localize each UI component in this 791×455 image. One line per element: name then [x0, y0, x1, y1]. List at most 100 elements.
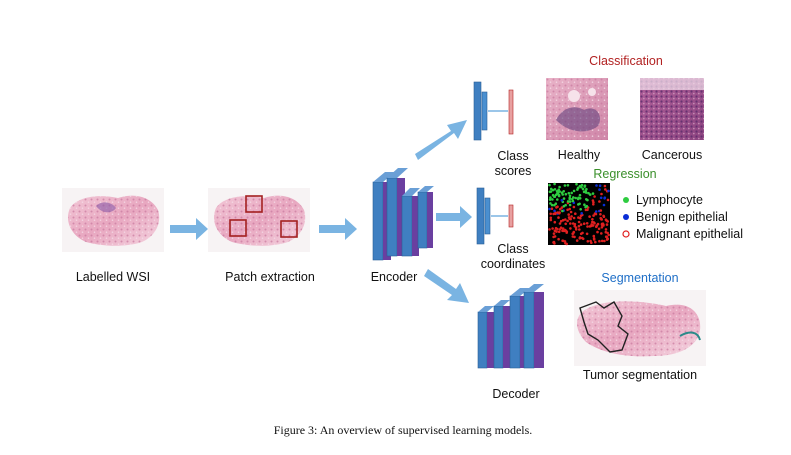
cell-dot — [548, 198, 552, 201]
cell-dot — [561, 227, 565, 230]
cell-dot — [553, 195, 557, 198]
lymphocyte-marker — [623, 197, 629, 203]
cell-dot — [569, 210, 573, 214]
cell-dot — [592, 234, 596, 238]
cell-dot — [602, 203, 606, 207]
arrow-encoder-to-classification — [415, 120, 467, 160]
cell-dot — [557, 237, 560, 241]
cell-dot — [586, 208, 589, 212]
cell-dot — [558, 190, 561, 193]
cell-dot — [551, 227, 554, 230]
cell-dot — [571, 197, 574, 201]
cell-dot — [591, 220, 594, 224]
arrow-wsi-to-patch — [170, 218, 208, 240]
cell-dot — [575, 239, 579, 242]
decoder-block — [477, 284, 544, 369]
class-scores-label-line2: scores — [495, 164, 532, 178]
cell-dot — [579, 223, 583, 226]
cell-dot — [578, 237, 582, 240]
cell-dot — [558, 228, 562, 231]
cell-dot — [556, 205, 559, 208]
tumor-segmentation-label: Tumor segmentation — [583, 368, 697, 382]
cell-dot — [554, 193, 558, 197]
cell-dot — [578, 197, 582, 200]
benign-marker — [623, 214, 629, 220]
decoder-label: Decoder — [492, 387, 539, 401]
cell-dot — [580, 212, 583, 215]
cell-dot — [600, 226, 604, 229]
classification-title: Classification — [589, 54, 663, 68]
cell-dot — [600, 232, 603, 235]
cell-dot — [569, 227, 572, 230]
cell-dot — [594, 210, 598, 213]
cell-dot — [556, 198, 559, 201]
cell-dot — [599, 216, 602, 220]
cell-dot — [604, 218, 608, 221]
cell-dot — [604, 235, 608, 238]
cell-dot — [588, 215, 591, 218]
cell-dot — [562, 197, 566, 200]
cell-dot — [557, 230, 561, 234]
cell-dot — [548, 207, 551, 211]
cell-dot — [599, 209, 603, 212]
cell-dot — [548, 183, 551, 187]
cell-dot — [605, 223, 609, 226]
cell-dot — [577, 224, 581, 228]
cell-dot — [599, 213, 602, 216]
cell-dot — [598, 200, 601, 203]
cell-dot — [581, 231, 584, 235]
cell-dot — [553, 235, 557, 238]
malignant-marker — [622, 230, 630, 238]
cell-dot — [561, 209, 564, 213]
cell-dot — [584, 191, 588, 194]
cell-dot — [574, 196, 577, 200]
cell-dot — [568, 200, 572, 203]
arrow-encoder-to-regression — [436, 206, 472, 228]
cell-dot — [588, 225, 592, 228]
legend-malignant-epithelial: Malignant epithelial — [636, 227, 743, 241]
cell-dot — [567, 213, 570, 216]
cell-dot — [549, 212, 552, 216]
cell-dot — [581, 237, 585, 241]
cell-dot — [552, 232, 556, 235]
cell-dot — [566, 184, 570, 187]
cell-dot — [578, 193, 582, 197]
cell-dot — [562, 205, 566, 208]
cell-dot — [579, 208, 582, 211]
cell-dot — [572, 189, 576, 193]
cell-dot — [554, 202, 558, 205]
regression-title: Regression — [593, 167, 656, 181]
cell-dot — [596, 230, 599, 234]
cell-dot — [564, 218, 567, 221]
cell-dot — [607, 189, 610, 193]
cancerous-label: Cancerous — [642, 148, 702, 162]
cell-dot — [564, 222, 567, 226]
cancerous-tissue-image — [640, 78, 704, 140]
cell-dot — [606, 237, 610, 241]
cell-dot — [604, 228, 608, 231]
cell-dot — [563, 184, 567, 187]
cell-dot — [548, 190, 552, 194]
cell-dot — [606, 220, 609, 223]
cell-dot — [591, 218, 594, 221]
figure-caption: Figure 3: An overview of supervised lear… — [274, 423, 533, 437]
cell-dot — [577, 220, 581, 224]
patch-extraction-image — [208, 188, 310, 252]
cell-dot — [568, 217, 571, 221]
patch-extraction-label: Patch extraction — [225, 270, 315, 284]
cell-dot — [568, 207, 571, 211]
cell-dot — [606, 198, 610, 202]
cell-dot — [553, 220, 557, 224]
cell-dot — [557, 216, 560, 219]
cell-dot — [564, 242, 567, 245]
class-scores-label-line1: Class — [497, 149, 528, 163]
cell-dot — [551, 198, 554, 201]
cell-dot — [585, 232, 589, 236]
cell-dot — [600, 192, 603, 196]
cell-dot — [607, 233, 610, 237]
cell-dot — [599, 196, 603, 200]
legend-lymphocyte: Lymphocyte — [636, 193, 703, 207]
cell-dot — [581, 187, 585, 191]
classification-head — [473, 81, 514, 141]
